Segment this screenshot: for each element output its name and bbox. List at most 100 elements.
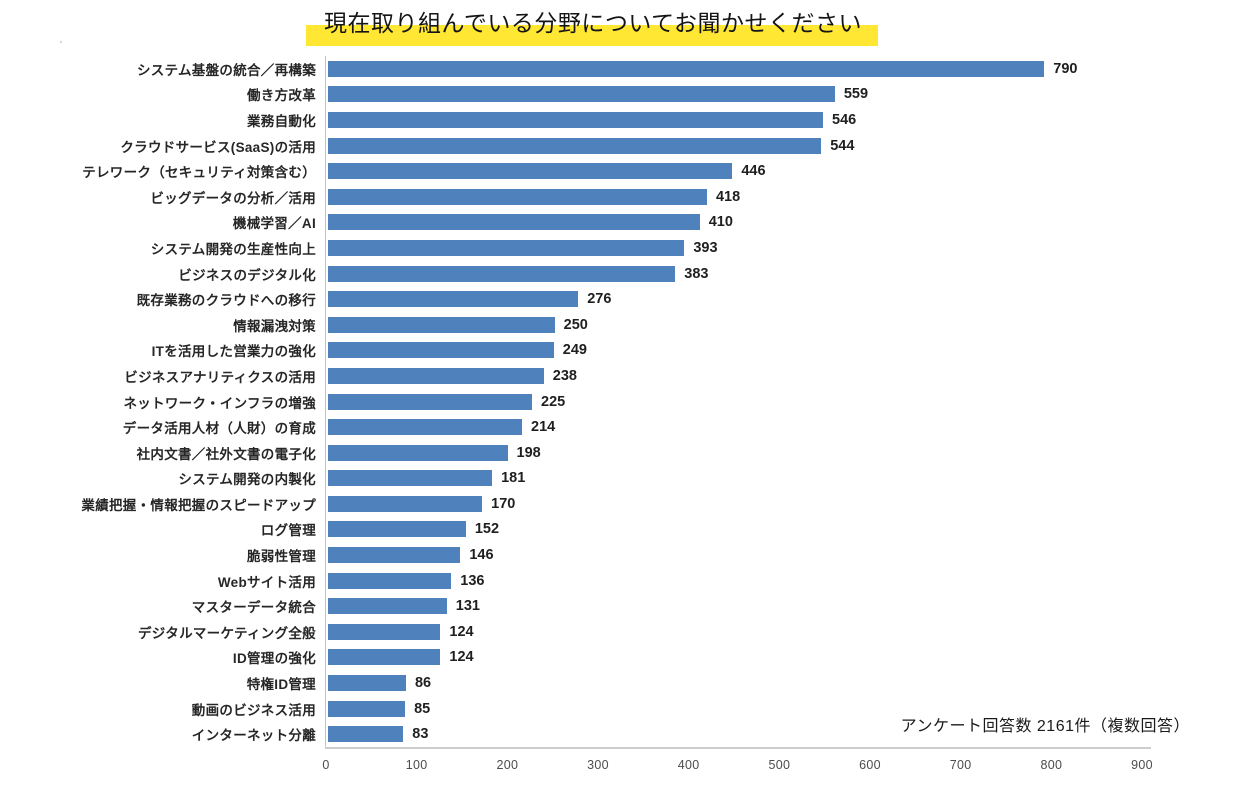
bar [328,495,483,512]
value-label: 198 [516,444,541,461]
bar-row: 情報漏洩対策 250 [0,311,1238,338]
bar [328,111,824,128]
value-label: 181 [501,470,526,487]
category-label: 情報漏洩対策 [233,318,316,334]
value-label: 85 [414,700,431,717]
bar-track: 790 [325,56,1155,82]
category-label: 働き方改革 [247,88,316,104]
bar [328,444,508,461]
bar [328,521,466,538]
category-label: ネットワーク・インフラの増強 [123,395,316,411]
screen-dot-artifact [60,41,62,43]
bar-row: ビジネスのデジタル化 383 [0,260,1238,287]
bar [328,342,554,359]
x-axis-tick-label: 0 [322,758,330,772]
value-label: 559 [843,86,869,103]
category-label: Webサイト活用 [217,574,316,590]
bar-row: マスターデータ統合 131 [0,593,1238,620]
bar-track: 136 [325,567,1155,594]
value-label: 276 [587,291,612,308]
category-label: システム開発の内製化 [178,472,316,488]
category-label: インターネット分離 [191,728,316,744]
bar-row: システム基盤の統合／再構築 790 [0,56,1238,82]
category-label: マスターデータ統合 [191,600,316,616]
bar-row: 機械学習／AI 410 [0,209,1238,236]
value-label: 86 [414,675,432,692]
value-label: 546 [832,111,857,128]
bar-chart: システム基盤の統合／再構築 790 働き方改革 559 業務自動化 546 クラウドサービス… [0,56,1238,748]
x-axis-tick-label: 800 [1040,758,1063,772]
value-label: 238 [552,367,577,384]
x-axis-tick-label: 200 [496,758,519,772]
bar [328,649,441,666]
value-label: 249 [562,342,587,359]
bar-row: 働き方改革 559 [0,81,1238,108]
bar-track: 86 [325,670,1155,696]
bar-row: 脆弱性管理 146 [0,542,1238,568]
value-label: 393 [693,239,718,256]
respondent-count-note: アンケート回答数 2161件（複数回答） [900,718,1190,735]
x-axis-tick-label: 600 [859,758,881,772]
bar [328,598,447,615]
category-label: デジタルマーケティング全般 [137,625,316,641]
bar-row: データ活用人材（人財）の育成 214 [0,414,1238,440]
bar-track: 170 [325,491,1155,517]
bar-track: 410 [325,209,1155,236]
bar [328,419,523,436]
category-label: ログ管理 [260,523,316,539]
category-label: 機械学習／AI [232,216,316,232]
bar [328,726,404,743]
bar-track: 83 [325,721,1155,748]
bar-track: 559 [325,81,1155,108]
category-label: データ活用人材（人財）の育成 [122,421,316,437]
category-label: 業務自動化 [247,113,316,129]
x-axis-tick-label: 900 [1131,758,1153,772]
bar-track: 198 [325,439,1155,466]
category-label: 脆弱性管理 [247,549,316,565]
bar-row: システム開発の内製化 181 [0,465,1238,492]
x-axis-line [325,747,1151,749]
value-label: 124 [449,623,474,640]
value-label: 250 [563,316,588,333]
value-label: 410 [708,214,733,231]
bar [328,60,1045,77]
bar-row: ITを活用した営業力の強化 249 [0,337,1238,364]
bar-track: 418 [325,183,1155,210]
value-label: 131 [455,598,480,615]
category-label: 業績把握・情報把握のスピードアップ [81,497,316,513]
bar-track: 276 [325,286,1155,312]
bar [328,291,579,308]
x-axis-tick-label: 100 [405,758,428,772]
bar [328,265,676,282]
bar-track: 152 [325,516,1155,543]
value-label: 170 [491,495,516,512]
bar-track: 146 [325,542,1155,568]
value-label: 124 [449,649,474,666]
category-label: クラウドサービス(SaaS)の活用 [120,139,316,155]
bar-row: テレワーク（セキュリティ対策含む） 446 [0,158,1238,184]
chart-title-row: 現在取り組んでいる分野についてお聞かせください [0,6,1238,46]
bar [328,623,441,640]
bar-row: システム開発の生産性向上 393 [0,235,1238,261]
bar-track: 225 [325,388,1155,415]
bar-row: 業績把握・情報把握のスピードアップ 170 [0,491,1238,517]
x-axis-tick-label: 400 [677,758,700,772]
value-label: 446 [741,163,766,180]
value-label: 790 [1053,60,1078,77]
bar-track: 124 [325,619,1155,645]
category-label: システム基盤の統合／再構築 [137,62,316,78]
bar-row: ビジネスアナリティクスの活用 238 [0,363,1238,389]
bar-row: デジタルマーケティング全般 124 [0,619,1238,645]
value-label: 83 [412,726,429,743]
bar-track: 250 [325,311,1155,338]
bar-row: インターネット分離 83 [0,721,1238,748]
value-label: 136 [460,572,485,589]
bar-row: ビッグデータの分析／活用 418 [0,183,1238,210]
category-label: システム開発の生産性向上 [150,241,316,257]
bar [328,367,544,384]
bar [328,547,461,564]
bar-track: 249 [325,337,1155,364]
bar-track: 383 [325,260,1155,287]
bar-track: 85 [325,695,1155,722]
category-label: ビジネスのデジタル化 [178,267,316,283]
